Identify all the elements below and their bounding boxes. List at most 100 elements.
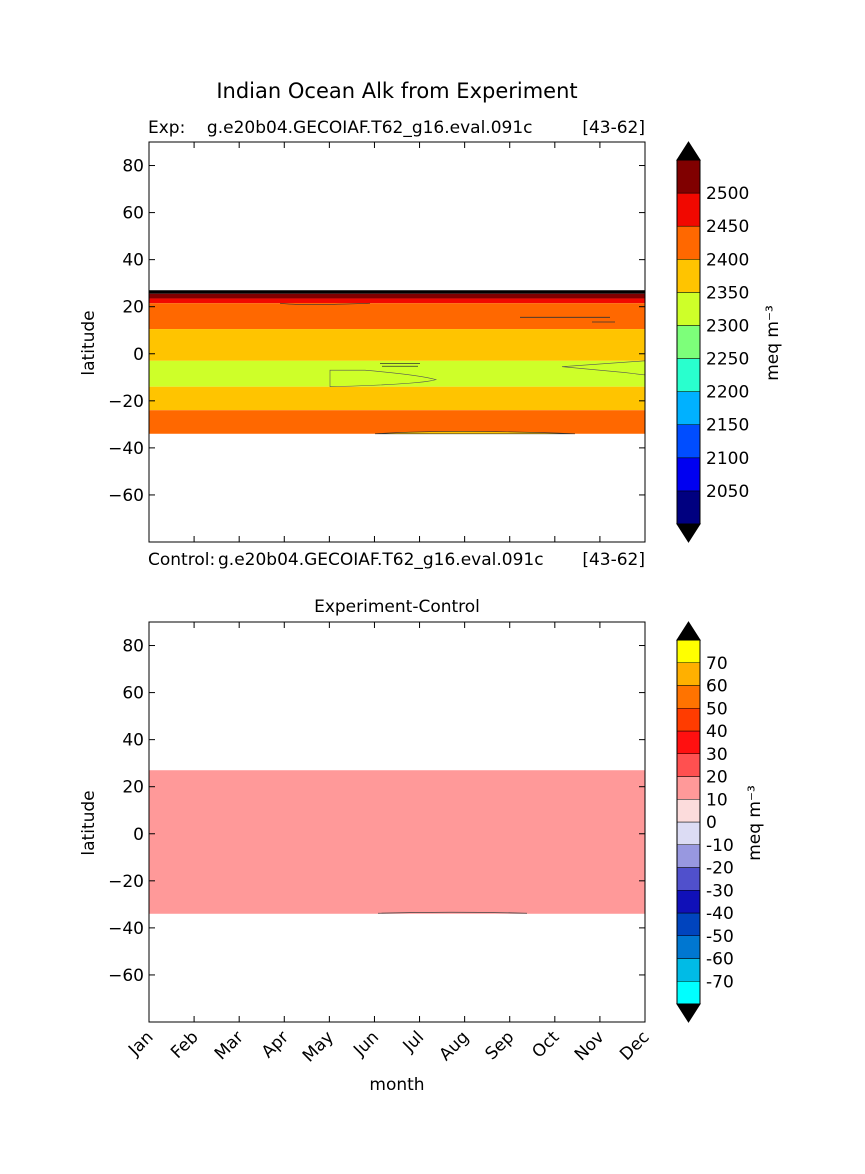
bottom-colorbar-tick-label: 10: [706, 790, 728, 810]
bottom-colorbar-segment: [676, 730, 701, 754]
bottom-colorbar-tick-label: 40: [706, 722, 728, 742]
top-title-right: [43-62]: [582, 118, 645, 138]
bottom-colorbar-segment: [676, 776, 701, 800]
top-y-tick-label: 20: [122, 298, 144, 318]
bottom-y-tick-label: −20: [108, 872, 144, 892]
top-contour-band: [149, 293, 645, 299]
top-colorbar-tick-label: 2500: [706, 184, 749, 204]
bottom-y-tick-label: 80: [122, 637, 144, 657]
top-contour-band: [149, 290, 645, 294]
top-colorbar-tick-label: 2300: [706, 316, 749, 336]
bottom-colorbar-extend-min: [676, 1003, 701, 1023]
bottom-colorbar-tick-label: 70: [706, 654, 728, 674]
bottom-colorbar-segment: [676, 639, 701, 663]
bottom-y-tick-label: 0: [133, 825, 144, 845]
control-run-name: g.e20b04.GECOIAF.T62_g16.eval.091c: [218, 550, 544, 570]
figure-title: Indian Ocean Alk from Experiment: [216, 79, 577, 103]
bottom-x-axis: Jan Feb Mar Apr May Jun Jul Aug Sep Oct Nov Dec: [124, 1027, 653, 1066]
bottom-x-tick-label: Mar: [211, 1027, 248, 1064]
top-colorbar-segment: [676, 292, 701, 326]
top-y-axis-label: latitude: [79, 310, 99, 375]
top-contour-line: [380, 363, 420, 367]
top-contour-band: [149, 386, 645, 411]
bottom-y-tick-label: 60: [122, 684, 144, 704]
top-colorbar-extend-max: [676, 141, 701, 161]
bottom-colorbar-segment: [676, 708, 701, 732]
bottom-plot-frame: [148, 621, 646, 1023]
top-colorbar-frame: [676, 159, 701, 525]
bottom-colorbar-segment: [676, 821, 701, 845]
top-title-left: Exp: g.e20b04.GECOIAF.T62_g16.eval.091c: [148, 118, 533, 138]
top-colorbar-segment: [676, 424, 701, 459]
top-colorbar-segment: [676, 457, 701, 492]
top-colorbar-segment: [676, 490, 701, 525]
top-colorbar-segment: [676, 325, 701, 359]
bottom-x-tick-label: Apr: [258, 1027, 293, 1062]
top-y-axis: 80 60 40 20 0 −20 −40 −60: [108, 157, 645, 506]
bottom-x-tick-label: Sep: [481, 1027, 518, 1064]
bottom-colorbar-tick-label: 60: [706, 677, 728, 697]
top-y-tick-label: −60: [108, 486, 144, 506]
top-colorbar-segment: [676, 159, 701, 194]
top-contour-line: [520, 316, 615, 323]
top-plot-frame: [148, 141, 646, 543]
bottom-colorbar-extend-max: [676, 621, 701, 641]
bottom-colorbar-tick-label: -70: [706, 972, 734, 992]
bottom-colorbar-tick-label: -60: [706, 950, 734, 970]
bottom-colorbar-segment: [676, 890, 701, 914]
bottom-x-tick-label: May: [299, 1027, 338, 1066]
top-contour-band: [149, 410, 645, 434]
top-colorbar-tick-label: 2450: [706, 217, 749, 237]
bottom-y-tick-label: 40: [122, 731, 144, 751]
top-y-tick-label: 0: [133, 345, 144, 365]
top-y-tick-label: 60: [122, 204, 144, 224]
bottom-y-tick-label: 20: [122, 778, 144, 798]
top-contour-band: [149, 298, 645, 304]
bottom-colorbar-tick-label: 20: [706, 768, 728, 788]
bottom-contour-line: [377, 911, 528, 914]
bottom-y-tick-label: −40: [108, 919, 144, 939]
bottom-x-tick-label: Aug: [436, 1027, 474, 1065]
top-colorbar-tick-label: 2400: [706, 250, 749, 270]
bottom-colorbar-segment: [676, 685, 701, 709]
bottom-colorbar-segment: [676, 844, 701, 868]
control-label: Control:: [148, 550, 215, 570]
top-contour-tongue: [374, 431, 576, 435]
bottom-colorbar-segment: [676, 935, 701, 959]
bottom-x-tick-label: Jun: [349, 1027, 383, 1061]
bottom-colorbar-tick-label: 0: [706, 813, 717, 833]
top-y-tick-label: −40: [108, 439, 144, 459]
bottom-colorbar-tick-label: -30: [706, 881, 734, 901]
bottom-x-axis-label: month: [369, 1075, 424, 1095]
top-colorbar-tick-label: 2200: [706, 383, 749, 403]
bottom-y-axis-label: latitude: [79, 790, 99, 855]
bottom-x-tick-label: Jul: [399, 1027, 428, 1056]
bottom-plot-area: [148, 621, 646, 1023]
top-colorbar-tick-label: 2250: [706, 350, 749, 370]
top-panel: Exp: g.e20b04.GECOIAF.T62_g16.eval.091c …: [79, 118, 783, 543]
control-years: [43-62]: [582, 550, 645, 570]
bottom-panel: Control: g.e20b04.GECOIAF.T62_g16.eval.0…: [79, 550, 765, 1095]
bottom-y-tick-label: −60: [108, 966, 144, 986]
bottom-colorbar-segment: [676, 662, 701, 686]
top-colorbar: 2500 2450 2400 2350 2300 2250 2200 2150 2100 2050: [676, 141, 749, 543]
top-colorbar-tick-label: 2150: [706, 416, 749, 436]
top-contour-line: [279, 302, 371, 305]
bottom-y-axis: 80 60 40 20 0 −20 −40 −60: [108, 637, 645, 986]
bottom-colorbar-segment: [676, 799, 701, 823]
top-colorbar-tick-label: 2050: [706, 482, 749, 502]
bottom-colorbar-segment: [676, 912, 701, 936]
top-colorbar-label: meq m⁻³: [763, 305, 783, 381]
top-contour-band: [149, 329, 645, 361]
top-colorbar-segment: [676, 192, 701, 227]
bottom-colorbar-tick-label: 30: [706, 745, 728, 765]
bottom-colorbar-segment: [676, 867, 701, 891]
bottom-difference-region: [149, 770, 645, 914]
bottom-colorbar-frame: [676, 639, 701, 1005]
bottom-x-tick-label: Nov: [571, 1027, 609, 1065]
top-colorbar-segment: [676, 391, 701, 425]
bottom-colorbar-tick-label: -40: [706, 904, 734, 924]
bottom-colorbar-tick-label: -10: [706, 836, 734, 856]
